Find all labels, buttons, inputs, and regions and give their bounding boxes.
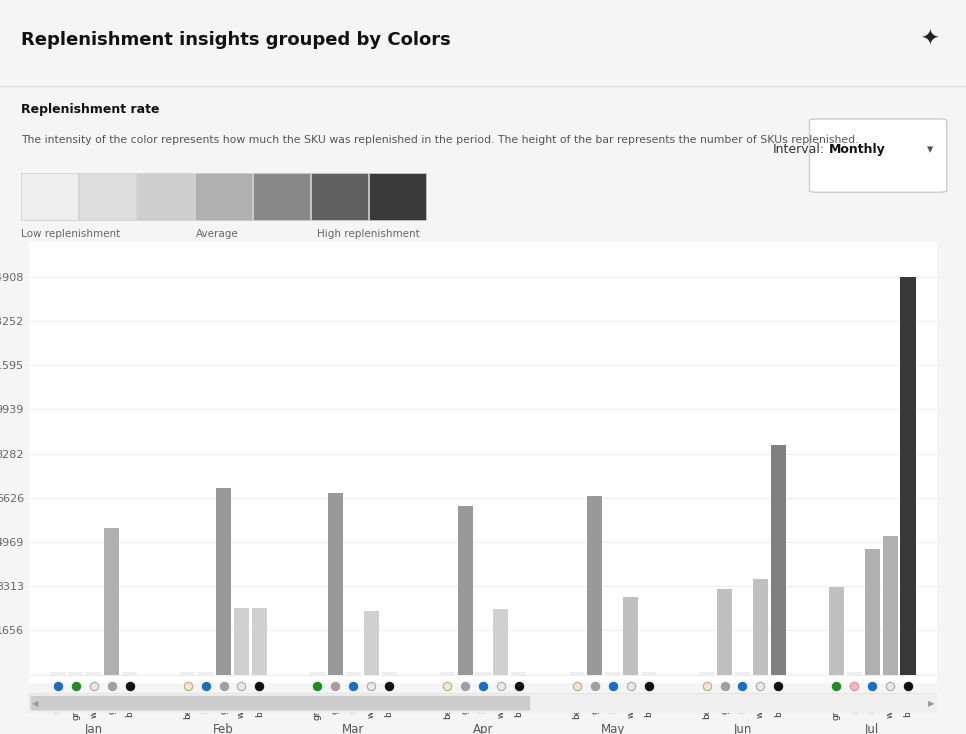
Text: white: white (626, 694, 635, 719)
Bar (458, 506, 472, 675)
Text: Jul: Jul (865, 723, 879, 734)
Text: black: black (644, 694, 653, 717)
Text: Average: Average (196, 229, 239, 239)
Text: beige: beige (573, 694, 582, 719)
FancyBboxPatch shape (195, 173, 252, 220)
Text: blue: blue (738, 694, 747, 713)
Text: beige: beige (702, 694, 711, 719)
Text: beige: beige (184, 694, 192, 719)
Text: ▶: ▶ (927, 699, 934, 708)
Text: blue: blue (53, 694, 63, 713)
FancyBboxPatch shape (29, 693, 937, 713)
FancyBboxPatch shape (810, 119, 947, 192)
FancyBboxPatch shape (369, 173, 426, 220)
Bar (771, 445, 785, 675)
Text: blue: blue (349, 694, 357, 713)
Text: High replenishment: High replenishment (318, 229, 420, 239)
Bar (865, 549, 880, 675)
Bar (86, 672, 101, 675)
Text: Interval:: Interval: (773, 143, 825, 156)
FancyBboxPatch shape (21, 173, 78, 220)
Bar (216, 488, 231, 675)
Text: blue: blue (201, 694, 211, 713)
FancyBboxPatch shape (311, 173, 368, 220)
Bar (50, 672, 66, 675)
Text: blue: blue (609, 694, 617, 713)
Bar (440, 672, 455, 675)
Text: black: black (255, 694, 264, 717)
Text: blue: blue (478, 694, 488, 713)
Bar (475, 672, 491, 675)
Bar (883, 536, 897, 675)
Text: white: white (497, 694, 505, 719)
Text: white: white (886, 694, 895, 719)
Text: Apr: Apr (472, 723, 494, 734)
Bar (494, 609, 508, 675)
Bar (104, 528, 119, 675)
Text: grey: grey (219, 694, 228, 713)
Text: Replenishment insights grouped by Colors: Replenishment insights grouped by Colors (21, 31, 451, 48)
Text: ▾: ▾ (927, 143, 933, 156)
Text: green: green (313, 694, 322, 719)
Text: Low replenishment: Low replenishment (21, 229, 121, 239)
Text: grey: grey (720, 694, 729, 713)
Bar (327, 493, 343, 675)
Bar (363, 611, 379, 675)
Bar (900, 277, 916, 675)
Text: pink: pink (850, 694, 859, 713)
Text: The intensity of the color represents how much the SKU was replenished in the pe: The intensity of the color represents ho… (21, 135, 859, 145)
Bar (511, 672, 526, 675)
FancyBboxPatch shape (253, 173, 310, 220)
Bar (699, 672, 714, 675)
Text: Mar: Mar (342, 723, 364, 734)
FancyBboxPatch shape (79, 173, 136, 220)
Text: Jan: Jan (85, 723, 103, 734)
FancyBboxPatch shape (31, 696, 530, 711)
Bar (735, 672, 750, 675)
Text: grey: grey (590, 694, 599, 713)
Text: black: black (384, 694, 393, 717)
Bar (847, 672, 862, 675)
Text: May: May (601, 723, 625, 734)
Text: grey: grey (107, 694, 116, 713)
Text: white: white (367, 694, 376, 719)
Bar (122, 672, 137, 675)
Bar (641, 672, 656, 675)
Text: Replenishment rate: Replenishment rate (21, 103, 159, 116)
Text: Monthly: Monthly (829, 143, 886, 156)
Text: black: black (774, 694, 782, 717)
Text: Jun: Jun (733, 723, 752, 734)
Text: grey: grey (331, 694, 340, 713)
Bar (181, 672, 195, 675)
Bar (829, 586, 844, 675)
Bar (234, 608, 249, 675)
Text: Feb: Feb (213, 723, 234, 734)
Bar (569, 672, 584, 675)
Bar (717, 589, 732, 675)
Bar (587, 495, 603, 675)
Text: ✦: ✦ (921, 29, 939, 50)
Bar (252, 608, 267, 675)
Bar (310, 672, 325, 675)
Text: white: white (237, 694, 246, 719)
Text: green: green (71, 694, 80, 719)
FancyBboxPatch shape (137, 173, 194, 220)
Text: ◀: ◀ (32, 699, 39, 708)
Bar (346, 672, 361, 675)
Bar (69, 672, 83, 675)
Text: white: white (755, 694, 765, 719)
Text: blue: blue (867, 694, 877, 713)
Bar (382, 672, 397, 675)
Bar (623, 597, 639, 675)
Text: black: black (126, 694, 134, 717)
Text: beige: beige (442, 694, 452, 719)
Text: green: green (832, 694, 840, 719)
Text: white: white (89, 694, 99, 719)
Bar (605, 672, 620, 675)
Bar (753, 578, 768, 675)
Text: black: black (903, 694, 913, 717)
Bar (198, 672, 213, 675)
Text: grey: grey (461, 694, 469, 713)
Text: black: black (514, 694, 524, 717)
